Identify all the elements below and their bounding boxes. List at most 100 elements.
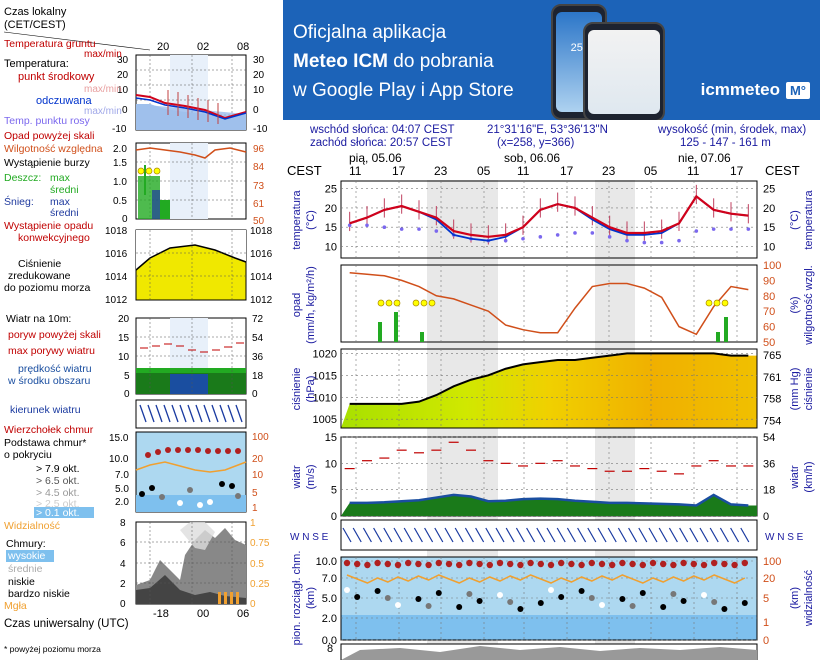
y2-tick-label: 36 — [763, 458, 775, 470]
cloud-base-dot — [395, 602, 401, 608]
mini-low-left-0: 8 — [120, 518, 126, 529]
cloud-base-dot — [384, 595, 391, 601]
mini-cloud-right-3: 5 — [252, 488, 258, 499]
mini-press-left-0: 1018 — [105, 226, 128, 237]
cloud-base-label-2: o pokryciu — [4, 449, 52, 461]
wind-direction-arrow — [566, 527, 576, 543]
wind-speed-line — [349, 493, 749, 507]
mini-low-right-2: 0.5 — [250, 559, 264, 570]
mini-low-right-1: 0.75 — [250, 538, 270, 549]
cloud-top-dot — [741, 559, 748, 567]
header-info: wschód słońca: 04:07 CEST zachód słońca:… — [309, 124, 806, 149]
dew-point-dot — [417, 227, 421, 231]
octa-79-label: > 7.9 okt. — [36, 463, 80, 475]
app-banner[interactable]: Oficjalna aplikacja Meteo ICM do pobrani… — [283, 0, 820, 120]
wind-title: Wiatr na 10m: — [6, 313, 71, 325]
wind-direction-arrow — [689, 527, 699, 543]
wind-direction-arrow — [352, 527, 362, 543]
brand-badge: M° — [785, 82, 810, 99]
dew-point-dot — [590, 231, 595, 235]
wind-direction-arrow — [515, 527, 525, 543]
wind-direction-arrow — [597, 527, 607, 543]
day-label: sob, 06.06 — [504, 151, 560, 165]
side-axis-label: wilgotność wzgl. — [803, 265, 815, 345]
mini-low-right-4: 0 — [250, 599, 256, 610]
mini-temp-right-m10: -10 — [253, 124, 268, 135]
cloud-bg — [341, 557, 757, 640]
hour-tick-label: 05 — [477, 164, 491, 178]
mini-precip-left-4: 0 — [122, 214, 128, 225]
wind-direction-arrow — [628, 527, 638, 543]
octa-45-label: > 4.5 okt. — [36, 487, 80, 499]
cloud-top-dot — [721, 560, 728, 568]
night-band — [595, 180, 635, 660]
cloud-top-dot — [680, 559, 687, 567]
cloud-top-dot — [547, 561, 555, 569]
octa-01-label: > 0.1 okt. — [36, 507, 80, 519]
mini-low-left-3: 2 — [120, 579, 126, 590]
cloud-top-dot — [609, 561, 616, 569]
side-axis-label: (°C) — [305, 210, 317, 230]
snow-label: Śnieg: — [4, 195, 34, 208]
mini-temp-left-10: 10 — [117, 85, 129, 96]
octa-65-label: > 6.5 okt. — [36, 475, 80, 487]
hour-tick-label: 17 — [560, 164, 574, 178]
mini-low-left-4: 0 — [120, 599, 126, 610]
bottom-tick-m18: -18 — [153, 608, 169, 620]
side-axis-label: opad — [291, 293, 303, 317]
cloud-top-label: Wierzchołek chmur — [4, 424, 94, 436]
cloud-levels-area — [341, 646, 757, 660]
side-axis-label: pion. rozciągł. chm. — [291, 551, 303, 646]
y-tick-label: 1015 — [313, 370, 337, 382]
cloud-top-dot — [700, 561, 708, 569]
mini-wind-left-0: 20 — [118, 314, 130, 325]
side-axis-label: (km/h) — [803, 461, 815, 492]
cloud-base-dot — [701, 592, 707, 598]
hour-tick-label: 05 — [644, 164, 658, 178]
side-axis-label: (m/s) — [305, 464, 317, 489]
feels-like-line — [349, 195, 749, 242]
mini-temp-right-20: 20 — [253, 70, 265, 81]
y2-tick-label: 70 — [763, 306, 775, 318]
y2-tick-label: 758 — [763, 394, 781, 406]
mini-press-right-2: 1014 — [250, 272, 273, 283]
mini-precip-right-1: 84 — [253, 162, 265, 173]
y2-tick-label: 20 — [763, 203, 775, 215]
mini-precip-right-0: 96 — [253, 144, 265, 155]
mini-precip-left-2: 1.0 — [113, 177, 127, 188]
hour-tick-label: 11 — [349, 164, 362, 178]
pressure-label-3: do poziomu morza — [4, 282, 91, 294]
clouds-high-label: wysokie — [7, 550, 46, 562]
cloud-base-dot — [435, 590, 442, 596]
y2-tick-label: 90 — [763, 275, 775, 287]
precip-bar — [378, 322, 382, 342]
ground-temp-maxmin: max/min — [84, 49, 122, 60]
y-tick-label: 15 — [325, 222, 337, 234]
dew-point-label: Temp. punktu rosy — [4, 115, 91, 127]
side-axis-label: (km) — [305, 587, 317, 609]
cloud-base-dot — [374, 588, 381, 594]
wind-direction-arrow — [434, 527, 444, 543]
wind-direction-arrow — [587, 527, 597, 543]
cloud-base-dot — [578, 588, 585, 594]
mini-cloud-right-2: 10 — [252, 470, 264, 481]
y2-tick-label: 18 — [763, 485, 775, 497]
y2-tick-label: 60 — [763, 322, 775, 334]
mini-cloud-left-3: 5.0 — [115, 484, 129, 495]
top-tick-08: 08 — [237, 41, 249, 53]
wind-speed-label-1: prędkość wiatru — [18, 363, 92, 375]
convective-label-1: Wystąpienie opadu — [4, 220, 93, 232]
clouds-low-label: niskie — [8, 576, 35, 588]
brand-text: icmmeteo — [700, 80, 780, 99]
coords-text: 21°31'16"E, 53°36'13"N — [487, 124, 608, 136]
y-tick-label: 10 — [325, 241, 337, 253]
snow-max-label: max — [50, 196, 71, 208]
dew-point-dot — [642, 240, 647, 245]
cloud-base-dot — [344, 587, 350, 593]
cloud-base-dot — [670, 591, 677, 597]
cloud-top-dot — [629, 560, 636, 568]
mini-cloud-left-1: 10.0 — [109, 454, 129, 465]
top-tick-20: 20 — [157, 41, 169, 53]
dew-point-dot — [347, 223, 352, 228]
dew-point-dot — [711, 227, 716, 231]
